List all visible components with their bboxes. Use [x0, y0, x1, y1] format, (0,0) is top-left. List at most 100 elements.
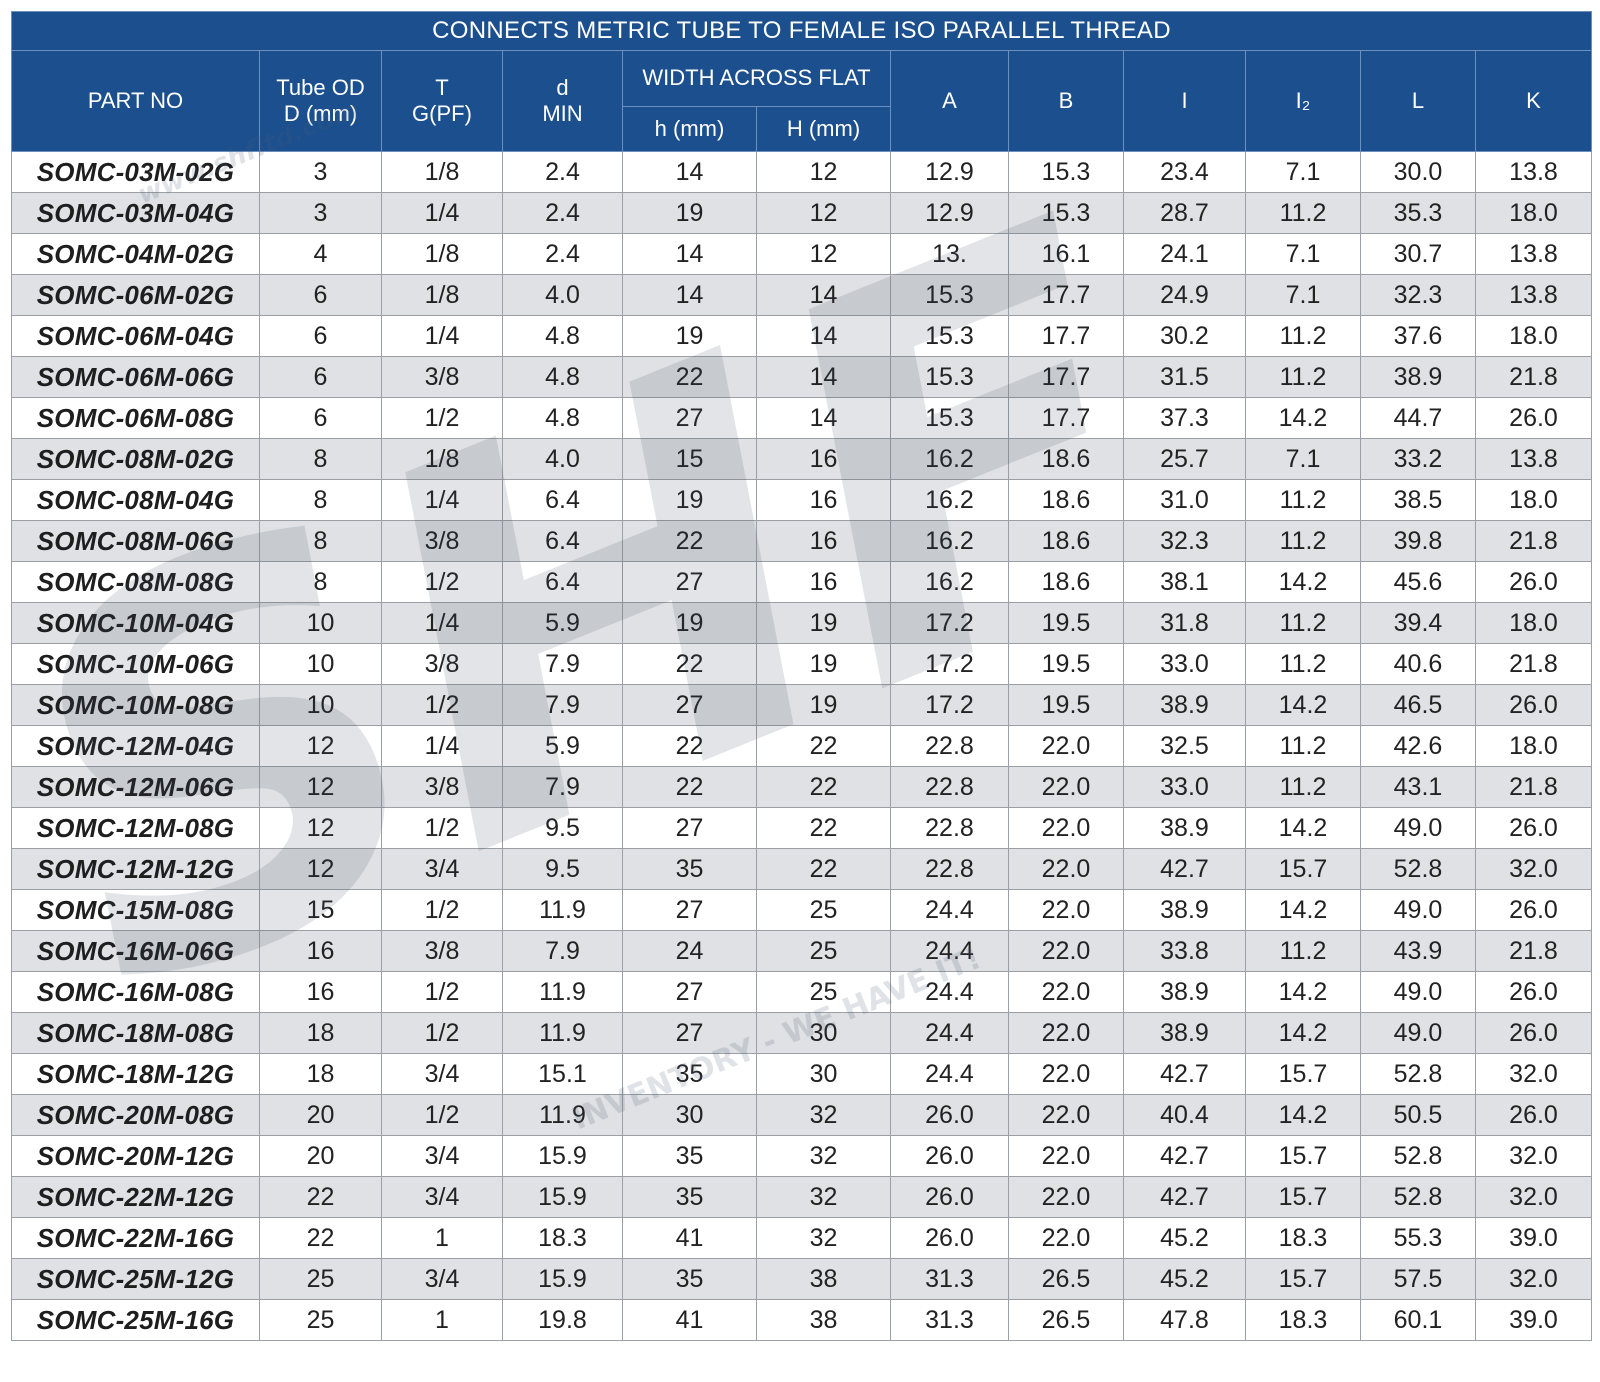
cell-d-min: 4.0 — [502, 274, 623, 316]
cell-i2: 11.2 — [1245, 602, 1361, 644]
cell-d-min: 19.8 — [502, 1299, 623, 1341]
header-thread-line2: G(PF) — [412, 101, 472, 126]
cell-h-big: 22 — [756, 766, 891, 808]
cell-thread: 1/2 — [381, 684, 503, 726]
cell-k: 32.0 — [1474, 848, 1593, 890]
cell-l: 42.6 — [1360, 725, 1476, 767]
cell-a: 12.9 — [890, 151, 1009, 193]
cell-i: 32.3 — [1123, 520, 1246, 562]
cell-i2: 11.2 — [1245, 520, 1361, 562]
cell-i: 23.4 — [1123, 151, 1246, 193]
cell-h-big: 22 — [756, 848, 891, 890]
cell-part-no: SOMC-12M-04G — [11, 725, 260, 767]
cell-part-no: SOMC-25M-12G — [11, 1258, 260, 1300]
cell-k: 21.8 — [1474, 643, 1593, 685]
cell-i2: 14.2 — [1245, 684, 1361, 726]
table-row: SOMC-12M-06G 12 3/8 7.9 22 22 22.8 22.0 33.0 11.2… — [11, 766, 1593, 808]
cell-tube-od: 8 — [259, 479, 382, 521]
cell-k: 18.0 — [1474, 192, 1593, 234]
cell-i: 38.9 — [1123, 807, 1246, 849]
cell-d-min: 6.4 — [502, 561, 623, 603]
header-width-across-flat: WIDTH ACROSS FLAT — [622, 50, 891, 107]
cell-a: 16.2 — [890, 479, 1009, 521]
cell-i2: 11.2 — [1245, 930, 1361, 972]
cell-h-small: 35 — [622, 1053, 757, 1095]
cell-i2: 14.2 — [1245, 807, 1361, 849]
cell-k: 18.0 — [1474, 602, 1593, 644]
cell-l: 32.3 — [1360, 274, 1476, 316]
cell-h-small: 35 — [622, 1258, 757, 1300]
cell-a: 24.4 — [890, 971, 1009, 1013]
cell-k: 18.0 — [1474, 479, 1593, 521]
cell-k: 39.0 — [1474, 1299, 1593, 1341]
cell-tube-od: 8 — [259, 438, 382, 480]
cell-thread: 1/4 — [381, 725, 503, 767]
cell-h-small: 22 — [622, 643, 757, 685]
header-tube-od-line2: D (mm) — [283, 101, 358, 126]
cell-h-big: 16 — [756, 479, 891, 521]
cell-tube-od: 25 — [259, 1299, 382, 1341]
cell-b: 16.1 — [1008, 233, 1124, 275]
cell-tube-od: 10 — [259, 602, 382, 644]
cell-k: 26.0 — [1474, 889, 1593, 931]
header-i: I — [1123, 50, 1246, 152]
cell-h-small: 19 — [622, 479, 757, 521]
header-tube-od-line1: Tube OD — [276, 74, 365, 100]
cell-h-big: 22 — [756, 807, 891, 849]
cell-h-small: 30 — [622, 1094, 757, 1136]
table-row: SOMC-08M-04G 8 1/4 6.4 19 16 16.2 18.6 31.0 11.2 3… — [11, 479, 1593, 521]
cell-thread: 3/8 — [381, 356, 503, 398]
cell-thread: 1/2 — [381, 807, 503, 849]
cell-h-big: 32 — [756, 1176, 891, 1218]
cell-i2: 15.7 — [1245, 848, 1361, 890]
cell-a: 22.8 — [890, 807, 1009, 849]
cell-part-no: SOMC-25M-16G — [11, 1299, 260, 1341]
cell-d-min: 15.9 — [502, 1258, 623, 1300]
cell-tube-od: 18 — [259, 1012, 382, 1054]
cell-b: 22.0 — [1008, 725, 1124, 767]
cell-thread: 3/8 — [381, 643, 503, 685]
table-row: SOMC-06M-02G 6 1/8 4.0 14 14 15.3 17.7 24.9 7.1 32… — [11, 274, 1593, 316]
cell-part-no: SOMC-08M-06G — [11, 520, 260, 562]
cell-part-no: SOMC-03M-04G — [11, 192, 260, 234]
cell-l: 52.8 — [1360, 1135, 1476, 1177]
table-body: SOMC-03M-02G 3 1/8 2.4 14 12 12.9 15.3 23.4 7.1 30… — [11, 151, 1593, 1341]
cell-k: 26.0 — [1474, 561, 1593, 603]
cell-l: 44.7 — [1360, 397, 1476, 439]
cell-i2: 11.2 — [1245, 192, 1361, 234]
cell-part-no: SOMC-22M-12G — [11, 1176, 260, 1218]
cell-d-min: 9.5 — [502, 848, 623, 890]
cell-tube-od: 16 — [259, 971, 382, 1013]
cell-i: 47.8 — [1123, 1299, 1246, 1341]
cell-h-big: 14 — [756, 356, 891, 398]
cell-b: 19.5 — [1008, 684, 1124, 726]
header-h-small: h (mm) — [622, 106, 757, 152]
cell-d-min: 2.4 — [502, 233, 623, 275]
cell-h-small: 22 — [622, 766, 757, 808]
cell-tube-od: 4 — [259, 233, 382, 275]
cell-d-min: 7.9 — [502, 684, 623, 726]
cell-l: 52.8 — [1360, 1176, 1476, 1218]
cell-h-big: 32 — [756, 1135, 891, 1177]
cell-b: 18.6 — [1008, 520, 1124, 562]
cell-k: 32.0 — [1474, 1053, 1593, 1095]
cell-thread: 1 — [381, 1299, 503, 1341]
cell-h-small: 27 — [622, 1012, 757, 1054]
cell-i: 33.0 — [1123, 643, 1246, 685]
cell-i: 31.0 — [1123, 479, 1246, 521]
cell-h-big: 12 — [756, 233, 891, 275]
cell-d-min: 4.8 — [502, 397, 623, 439]
cell-thread: 1/4 — [381, 315, 503, 357]
table-row: SOMC-12M-12G 12 3/4 9.5 35 22 22.8 22.0 42.7 15.7… — [11, 848, 1593, 890]
cell-i2: 18.3 — [1245, 1299, 1361, 1341]
cell-tube-od: 16 — [259, 930, 382, 972]
cell-thread: 1/2 — [381, 1094, 503, 1136]
cell-part-no: SOMC-22M-16G — [11, 1217, 260, 1259]
cell-d-min: 4.8 — [502, 356, 623, 398]
cell-h-big: 25 — [756, 889, 891, 931]
cell-a: 16.2 — [890, 561, 1009, 603]
cell-i2: 14.2 — [1245, 1094, 1361, 1136]
cell-h-small: 41 — [622, 1299, 757, 1341]
cell-l: 49.0 — [1360, 1012, 1476, 1054]
cell-a: 12.9 — [890, 192, 1009, 234]
